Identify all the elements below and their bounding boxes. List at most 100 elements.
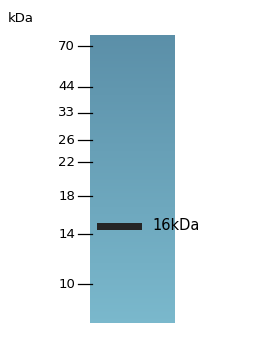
Bar xyxy=(90,230,175,232)
Bar xyxy=(90,80,175,82)
Text: 70: 70 xyxy=(58,39,75,53)
Bar xyxy=(90,313,175,315)
Bar xyxy=(90,52,175,54)
Bar xyxy=(90,157,175,159)
Bar xyxy=(90,179,175,180)
Bar xyxy=(90,36,175,38)
Bar xyxy=(90,130,175,132)
Bar xyxy=(90,45,175,47)
Bar xyxy=(90,301,175,302)
Bar xyxy=(90,49,175,51)
Bar xyxy=(90,183,175,185)
Bar xyxy=(90,137,175,139)
Bar xyxy=(90,97,175,99)
Bar xyxy=(90,276,175,278)
Bar xyxy=(90,239,175,241)
Bar xyxy=(90,78,175,80)
Bar xyxy=(90,256,175,258)
Bar xyxy=(90,150,175,152)
Bar xyxy=(90,117,175,119)
Bar xyxy=(90,266,175,268)
Bar xyxy=(90,217,175,219)
Bar xyxy=(90,69,175,71)
Text: 44: 44 xyxy=(58,81,75,93)
Bar xyxy=(90,270,175,272)
Bar xyxy=(90,118,175,120)
Bar xyxy=(90,254,175,256)
Bar xyxy=(90,75,175,77)
Bar xyxy=(90,235,175,236)
Bar xyxy=(90,101,175,103)
Bar xyxy=(90,305,175,307)
Bar xyxy=(90,298,175,300)
Bar xyxy=(90,85,175,87)
Bar xyxy=(90,72,175,74)
Bar xyxy=(90,156,175,157)
Bar xyxy=(90,154,175,156)
Bar xyxy=(90,219,175,221)
Bar xyxy=(90,286,175,288)
Bar xyxy=(90,43,175,45)
Bar xyxy=(90,269,175,271)
Bar xyxy=(90,310,175,312)
Bar xyxy=(90,35,175,37)
Bar xyxy=(90,144,175,146)
Bar xyxy=(90,173,175,175)
Bar xyxy=(90,71,175,73)
Bar xyxy=(90,198,175,201)
Bar xyxy=(90,245,175,246)
Bar xyxy=(90,263,175,265)
Bar xyxy=(90,88,175,90)
Bar xyxy=(90,287,175,289)
Bar xyxy=(90,275,175,277)
Bar xyxy=(90,213,175,215)
Bar xyxy=(90,273,175,275)
Text: kDa: kDa xyxy=(8,11,34,25)
Bar xyxy=(90,197,175,199)
Bar xyxy=(90,64,175,66)
Bar xyxy=(90,58,175,60)
Bar xyxy=(90,260,175,262)
Bar xyxy=(90,181,175,183)
Bar xyxy=(90,48,175,50)
Bar xyxy=(90,249,175,251)
Bar xyxy=(90,226,175,228)
Bar xyxy=(90,308,175,310)
Bar xyxy=(90,318,175,319)
Bar xyxy=(90,65,175,67)
Bar xyxy=(90,151,175,153)
Bar xyxy=(90,319,175,321)
Bar xyxy=(90,272,175,274)
Bar xyxy=(90,243,175,245)
Bar xyxy=(90,250,175,252)
Bar xyxy=(90,57,175,58)
Bar xyxy=(90,168,175,171)
Bar xyxy=(90,87,175,89)
Bar xyxy=(90,165,175,167)
Bar xyxy=(90,140,175,142)
Bar xyxy=(90,176,175,178)
Bar xyxy=(90,302,175,304)
Bar xyxy=(90,98,175,100)
Bar xyxy=(90,105,175,107)
Bar xyxy=(90,232,175,234)
Bar xyxy=(90,91,175,93)
Bar xyxy=(90,59,175,61)
Bar xyxy=(90,161,175,163)
Bar xyxy=(90,194,175,196)
Bar xyxy=(90,247,175,249)
Bar xyxy=(90,220,175,222)
Bar xyxy=(90,233,175,235)
Bar xyxy=(90,138,175,140)
Bar xyxy=(90,265,175,267)
Bar xyxy=(90,55,175,57)
Bar xyxy=(90,223,175,225)
Bar xyxy=(90,104,175,106)
Bar xyxy=(90,61,175,63)
Bar xyxy=(90,296,175,298)
Bar xyxy=(90,76,175,79)
Bar xyxy=(90,47,175,49)
Bar xyxy=(90,242,175,244)
Bar xyxy=(90,131,175,133)
Bar xyxy=(90,320,175,323)
